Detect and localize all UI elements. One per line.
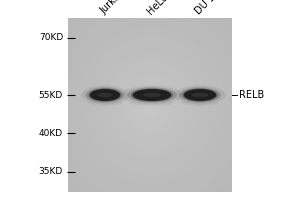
Text: 40KD: 40KD [39, 129, 63, 138]
Text: 70KD: 70KD [39, 33, 63, 43]
Text: Jurkat: Jurkat [98, 0, 125, 16]
Text: 35KD: 35KD [39, 168, 63, 176]
Ellipse shape [90, 89, 120, 101]
Ellipse shape [179, 87, 221, 103]
Ellipse shape [182, 88, 218, 102]
Text: 55KD: 55KD [39, 90, 63, 99]
Text: DU 145: DU 145 [193, 0, 226, 16]
Ellipse shape [98, 93, 112, 97]
Ellipse shape [192, 93, 208, 97]
Bar [68, 18, 232, 192]
Ellipse shape [122, 85, 182, 105]
Ellipse shape [127, 87, 177, 103]
Ellipse shape [85, 87, 124, 103]
Text: RELB: RELB [239, 90, 264, 100]
Ellipse shape [129, 100, 175, 106]
Ellipse shape [81, 85, 129, 105]
Ellipse shape [133, 89, 171, 101]
Ellipse shape [184, 89, 216, 101]
Text: HeLa: HeLa [145, 0, 170, 16]
Ellipse shape [142, 93, 161, 97]
Ellipse shape [88, 88, 122, 102]
Ellipse shape [131, 88, 173, 102]
Ellipse shape [87, 100, 123, 106]
Ellipse shape [174, 85, 226, 105]
Ellipse shape [181, 100, 219, 106]
